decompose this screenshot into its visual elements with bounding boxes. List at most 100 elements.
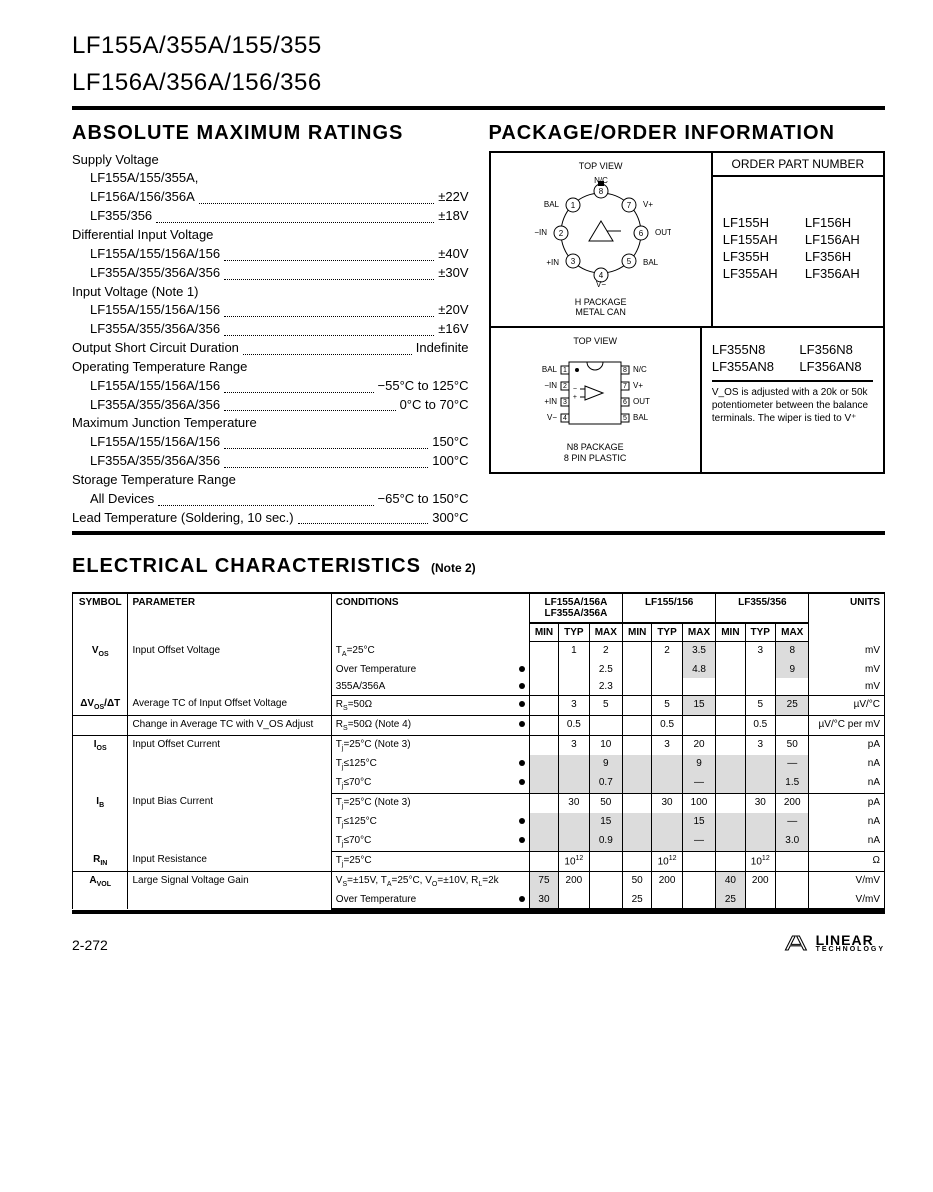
cell-value: 25 — [776, 695, 809, 715]
rating-head: Storage Temperature Range — [72, 471, 469, 490]
svg-text:OUT: OUT — [655, 228, 671, 237]
th-symbol: SYMBOL — [73, 593, 128, 642]
cell-value — [776, 715, 809, 735]
cell-value — [529, 813, 558, 832]
cell-value — [559, 891, 589, 909]
rating-head: Operating Temperature Range — [72, 358, 469, 377]
lt-logo-icon — [784, 934, 812, 952]
brand-name: LINEAR — [816, 934, 885, 947]
cell-bullet — [515, 755, 530, 774]
cell-value: 0.5 — [652, 715, 682, 735]
cell-value — [529, 642, 558, 661]
cell-parameter: Input Resistance — [128, 851, 331, 871]
cell-value — [682, 678, 715, 696]
cell-bullet — [515, 774, 530, 794]
cell-bullet — [515, 735, 530, 755]
svg-text:−IN: −IN — [534, 228, 547, 237]
order-part-number-header: ORDER PART NUMBER — [713, 153, 883, 177]
cell-value — [776, 891, 809, 909]
cell-value — [559, 832, 589, 852]
cell-value — [623, 755, 652, 774]
cell-value: 2 — [589, 642, 622, 661]
cell-units: mV — [809, 642, 885, 661]
th-min: MIN — [716, 623, 745, 642]
cell-parameter: Average TC of Input Offset Voltage — [128, 695, 331, 715]
th-conditions: CONDITIONS — [331, 593, 529, 642]
cell-condition: Tj≤125°C — [331, 755, 515, 774]
rating-line: Output Short Circuit DurationIndefinite — [72, 339, 469, 358]
cell-value — [652, 813, 682, 832]
cell-value — [589, 851, 622, 871]
cell-value — [529, 832, 558, 852]
cell-value — [716, 735, 745, 755]
svg-text:BAL: BAL — [544, 200, 560, 209]
cell-value — [529, 678, 558, 696]
rating-head: Supply Voltage — [72, 151, 469, 170]
cell-value: 100 — [682, 793, 715, 813]
svg-text:OUT: OUT — [633, 397, 650, 406]
cell-symbol: VOS — [73, 642, 128, 696]
th-min: MIN — [623, 623, 652, 642]
cell-value: 30 — [529, 891, 558, 909]
rating-line: LF355A/355/356A/356±16V — [72, 320, 469, 339]
rating-head: Differential Input Voltage — [72, 226, 469, 245]
cell-units: µV/°C — [809, 695, 885, 715]
cell-value — [716, 695, 745, 715]
pkg-can-cell: TOP VIEW 8N/C1BAL2−IN3+IN4V−5BAL6OUT7V+ … — [491, 153, 713, 327]
table-row: VOSInput Offset VoltageTA=25°C1223.538mV — [73, 642, 885, 661]
cell-bullet — [515, 871, 530, 891]
th-group-2: LF355/356 — [716, 593, 809, 623]
part-number: LF355AN8 — [712, 359, 786, 374]
cell-value — [776, 678, 809, 696]
cell-value: 5 — [589, 695, 622, 715]
svg-text:5: 5 — [626, 257, 631, 266]
cell-value: 15 — [682, 813, 715, 832]
cell-bullet — [515, 891, 530, 909]
cell-value: 50 — [776, 735, 809, 755]
page-number: 2-272 — [72, 937, 108, 953]
cell-value — [559, 755, 589, 774]
th-parameter: PARAMETER — [128, 593, 331, 642]
cell-value: 3 — [559, 695, 589, 715]
svg-text:7: 7 — [623, 383, 627, 390]
cell-value — [716, 755, 745, 774]
dip-diagram: − + 1BAL2−IN3+IN4V−8N/C7V+6OUT5BAL — [525, 348, 665, 438]
header-title-2: LF156A/356A/156/356 — [72, 69, 885, 98]
cell-parameter: Change in Average TC with V_OS Adjust — [128, 715, 331, 735]
cell-value — [559, 813, 589, 832]
cell-condition: Over Temperature — [331, 891, 515, 909]
cell-bullet — [515, 851, 530, 871]
cell-value: 3 — [652, 735, 682, 755]
cell-value: 15 — [682, 695, 715, 715]
cell-value: 20 — [682, 735, 715, 755]
rating-line: All Devices−65°C to 150°C — [72, 490, 469, 509]
rating-line: LF155A/155/156A/156±20V — [72, 301, 469, 320]
part-number: LF156AH — [805, 232, 873, 247]
cell-value — [716, 715, 745, 735]
cell-value — [623, 774, 652, 794]
cell-value — [623, 661, 652, 678]
cell-value: 0.7 — [589, 774, 622, 794]
svg-text:8: 8 — [598, 187, 603, 196]
h-package-label: H PACKAGE — [575, 297, 627, 307]
cell-value — [623, 715, 652, 735]
cell-value — [529, 793, 558, 813]
cell-value — [623, 832, 652, 852]
cell-condition: VS=±15V, TA=25°C, VO=±10V, RL=2k — [331, 871, 515, 891]
cell-value — [776, 851, 809, 871]
part-number: LF356N8 — [799, 342, 873, 357]
svg-text:+IN: +IN — [545, 397, 558, 406]
table-row: RINInput ResistanceTj=25°C101210121012Ω — [73, 851, 885, 871]
cell-value — [529, 755, 558, 774]
n8-package-label: N8 PACKAGE — [567, 442, 624, 452]
cell-bullet — [515, 678, 530, 696]
brand-logo: LINEAR TECHNOLOGY — [784, 934, 885, 953]
cell-units: nA — [809, 774, 885, 794]
cell-parameter: Input Bias Current — [128, 793, 331, 851]
cell-value: 30 — [652, 793, 682, 813]
cell-value: 3 — [559, 735, 589, 755]
table-row: Change in Average TC with V_OS AdjustRS=… — [73, 715, 885, 735]
cell-value — [745, 774, 775, 794]
th-max: MAX — [776, 623, 809, 642]
cell-value: 200 — [559, 871, 589, 891]
